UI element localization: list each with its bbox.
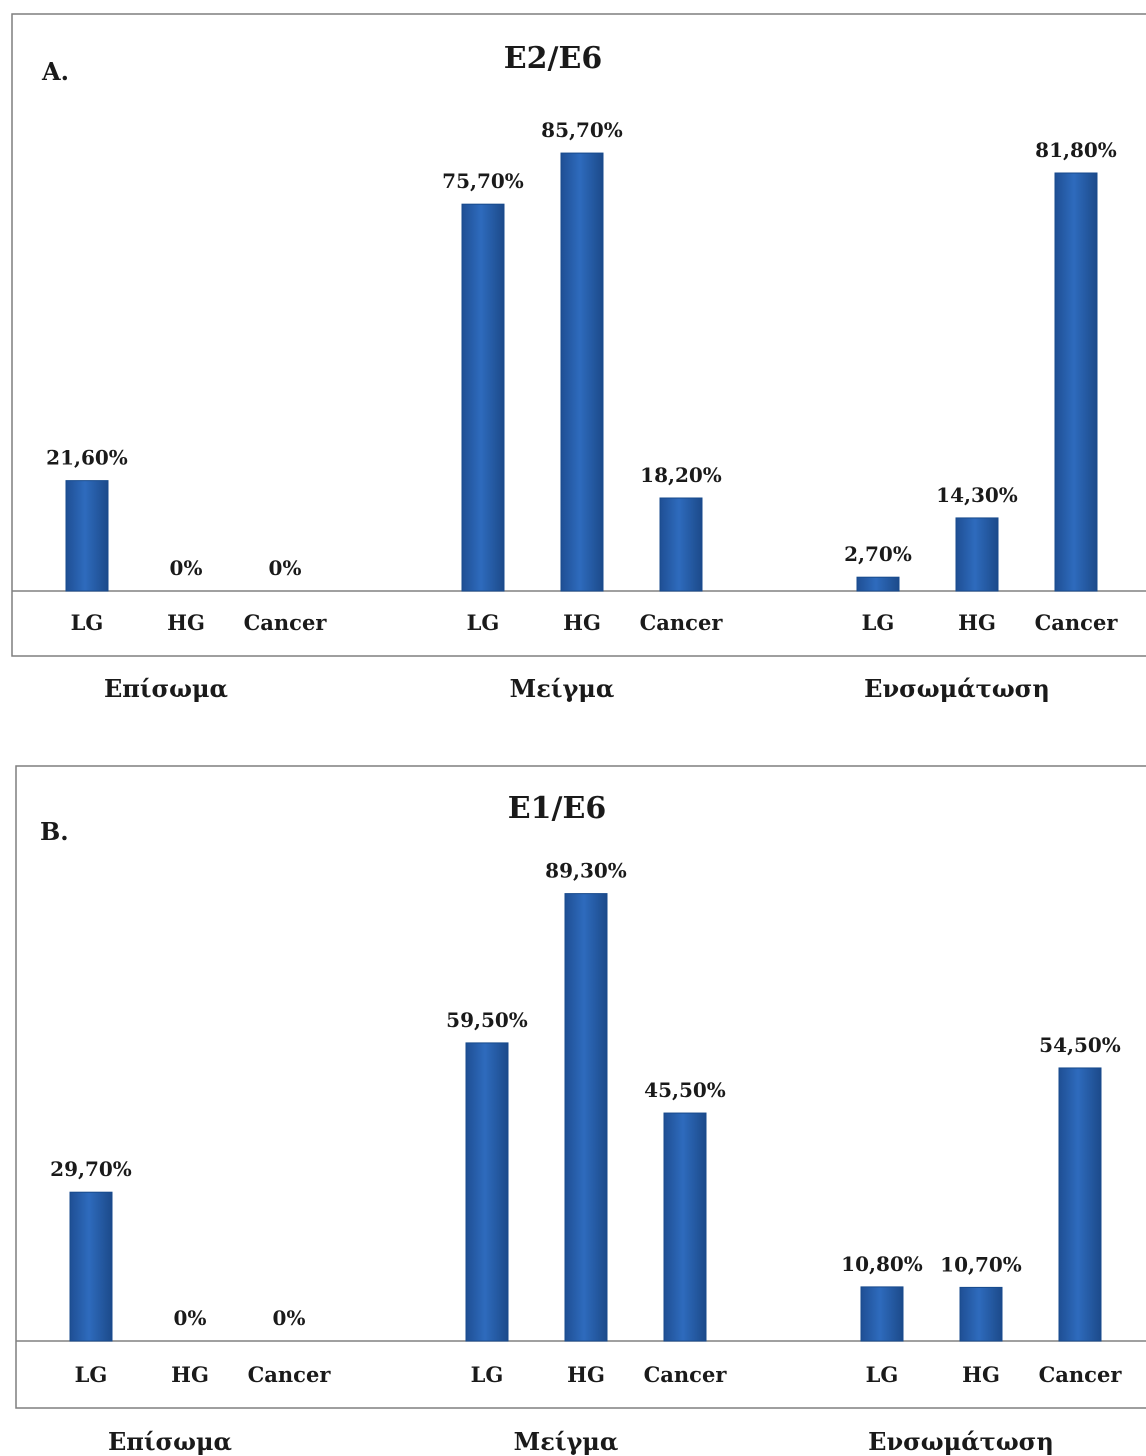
chart-b-data-label: 0% <box>273 1306 306 1330</box>
chart-b-bar <box>1058 1067 1102 1342</box>
chart-b-data-label: 10,70% <box>940 1252 1022 1276</box>
chart-b-svg: B. E1/E6 29,70% LG 0% HG 0% Cancer Επίσωμα 59,50%… <box>15 765 1146 1456</box>
chart-b-title: E1/E6 <box>508 791 606 826</box>
chart-b-group-label: Μείγμα <box>514 1427 619 1456</box>
chart-a-group-label: Μείγμα <box>510 674 615 703</box>
chart-b-data-label: 29,70% <box>50 1157 132 1181</box>
chart-panel-a: A. E2/E6 21,60% LG 0% HG 0% Cancer Επίσωμα 75,70%… <box>0 0 1146 715</box>
chart-a-data-label: 0% <box>170 556 203 580</box>
chart-a-bar <box>856 576 900 592</box>
chart-b-tick-label: LG <box>471 1362 504 1387</box>
chart-a-bar <box>65 480 109 592</box>
chart-a-svg: A. E2/E6 21,60% LG 0% HG 0% Cancer Επίσωμα 75,70%… <box>11 13 1146 703</box>
chart-a-tick-label: HG <box>563 610 601 635</box>
chart-a-data-label: 85,70% <box>541 118 623 142</box>
chart-a-group-label: Επίσωμα <box>104 674 228 703</box>
chart-a-tick-label: HG <box>958 610 996 635</box>
chart-panel-b: B. E1/E6 29,70% LG 0% HG 0% Cancer Επίσωμα 59,50%… <box>0 752 1146 1456</box>
chart-b-tick-label: Cancer <box>1039 1362 1123 1387</box>
chart-a-title: E2/E6 <box>504 41 602 76</box>
chart-b-bar <box>959 1286 1003 1342</box>
chart-a-data-label: 21,60% <box>46 446 128 470</box>
chart-a-data-label: 14,30% <box>936 483 1018 507</box>
chart-a-bar <box>659 497 703 592</box>
chart-a-tick-label: LG <box>467 610 500 635</box>
chart-b-tick-label: HG <box>567 1362 605 1387</box>
chart-a-tick-label: Cancer <box>640 610 724 635</box>
chart-a-panel-label: A. <box>41 57 69 86</box>
chart-b-panel-label: B. <box>40 817 69 846</box>
chart-a-data-label: 81,80% <box>1035 138 1117 162</box>
chart-a-data-label: 18,20% <box>640 463 722 487</box>
chart-b-data-label: 89,30% <box>545 859 627 883</box>
chart-b-data-label: 45,50% <box>644 1078 726 1102</box>
chart-a-bar <box>560 152 604 592</box>
chart-b-group-label: Επίσωμα <box>108 1427 232 1456</box>
chart-b-bar <box>69 1191 113 1342</box>
chart-b-tick-label: HG <box>171 1362 209 1387</box>
chart-a-tick-label: HG <box>167 610 205 635</box>
chart-b-data-label: 59,50% <box>446 1008 528 1032</box>
chart-b-tick-label: Cancer <box>248 1362 332 1387</box>
chart-b-bar <box>564 893 608 1342</box>
chart-a-group-label: Ενσωμάτωση <box>864 674 1050 703</box>
chart-b-data-label: 10,80% <box>841 1252 923 1276</box>
chart-a-tick-label: LG <box>862 610 895 635</box>
chart-b-bar <box>465 1042 509 1342</box>
chart-b-tick-label: LG <box>75 1362 108 1387</box>
chart-b-bar <box>860 1286 904 1342</box>
chart-a-bar <box>955 517 999 592</box>
chart-b-data-label: 0% <box>174 1306 207 1330</box>
chart-b-data-label: 54,50% <box>1039 1033 1121 1057</box>
chart-a-bar <box>461 203 505 592</box>
chart-a-tick-label: LG <box>71 610 104 635</box>
chart-b-tick-label: LG <box>866 1362 899 1387</box>
chart-b-bar <box>663 1112 707 1342</box>
chart-a-tick-label: Cancer <box>1035 610 1119 635</box>
chart-a-data-label: 75,70% <box>442 169 524 193</box>
chart-a-tick-label: Cancer <box>244 610 328 635</box>
chart-a-data-label: 2,70% <box>844 542 912 566</box>
chart-b-tick-label: HG <box>962 1362 1000 1387</box>
chart-b-tick-label: Cancer <box>644 1362 728 1387</box>
chart-a-data-label: 0% <box>269 556 302 580</box>
chart-b-group-label: Ενσωμάτωση <box>868 1427 1054 1456</box>
chart-a-bar <box>1054 172 1098 592</box>
